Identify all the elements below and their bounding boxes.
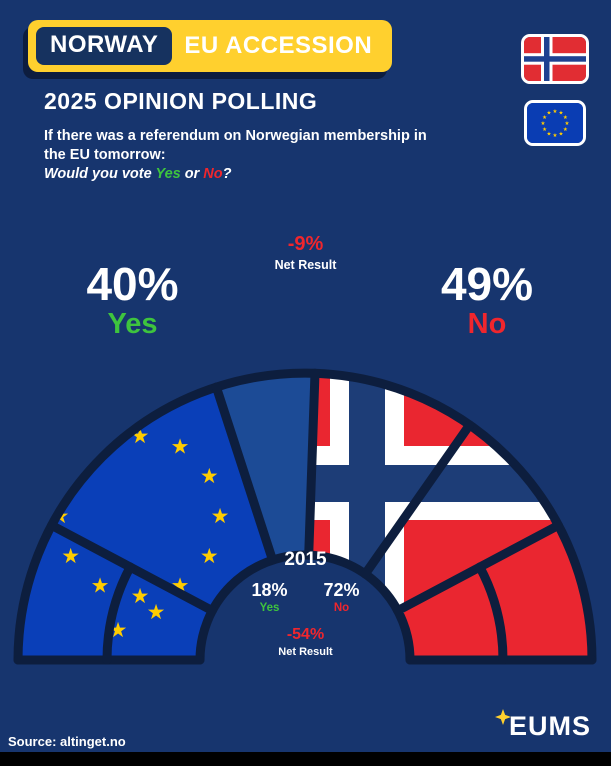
svg-text:★: ★ <box>553 109 558 115</box>
svg-text:★: ★ <box>541 121 546 127</box>
source-credit: Source: altinget.no <box>8 734 126 749</box>
norway-flag-icon <box>521 34 589 84</box>
question-prefix: Would you vote <box>44 166 156 182</box>
page-title: 2025 OPINION POLLING <box>44 88 318 114</box>
question-or: or <box>180 166 204 182</box>
no-2015-block: 72% No <box>321 580 363 614</box>
yes-2015-block: 18% Yes <box>249 580 291 614</box>
no-2015-percentage: 72% <box>323 580 360 600</box>
svg-text:★: ★ <box>565 121 570 127</box>
yes-2015-percentage: 18% <box>251 580 288 600</box>
yes-2025-block: 40% Yes <box>40 260 225 341</box>
bottom-black-bar <box>0 752 611 766</box>
svg-text:★: ★ <box>211 504 230 528</box>
question-line-2: the EU tomorrow: <box>44 147 166 163</box>
donut-outlines <box>13 368 597 665</box>
net-result-2025: -9% Net Result <box>0 233 611 272</box>
eu-flag-icon: ★ ★ ★ ★ ★ ★ ★ ★ ★ ★ ★ ★ <box>524 100 586 146</box>
svg-text:★: ★ <box>171 435 190 459</box>
yes-2025-percentage: 40% <box>86 258 179 310</box>
yes-2015-label: Yes <box>259 602 280 614</box>
svg-text:★: ★ <box>559 131 564 137</box>
svg-text:★: ★ <box>200 464 219 488</box>
svg-text:★: ★ <box>547 131 552 137</box>
corner-flags: ★ ★ ★ ★ ★ ★ ★ ★ ★ ★ ★ ★ <box>521 34 589 146</box>
question-no: No <box>203 166 223 182</box>
question-suffix: ? <box>222 166 232 182</box>
title-badge: NORWAY EU ACCESSION <box>28 20 393 72</box>
sparkle-icon <box>494 709 511 730</box>
net-result-2015-value: -54% <box>286 626 325 643</box>
svg-text:★: ★ <box>553 133 558 139</box>
badge-accession-label: EU ACCESSION <box>184 32 373 59</box>
yes-2025-label: Yes <box>107 308 158 341</box>
badge-norway-label: NORWAY <box>36 27 173 65</box>
eums-logo-text: EUMS <box>508 711 591 741</box>
svg-text:★: ★ <box>147 600 166 624</box>
svg-text:★: ★ <box>542 115 547 121</box>
net-result-2025-label: Net Result <box>274 258 337 272</box>
svg-text:★: ★ <box>91 573 110 597</box>
question-yes: Yes <box>155 166 181 182</box>
svg-text:★: ★ <box>559 111 564 117</box>
eums-logo: EUMS <box>494 709 591 741</box>
svg-text:★: ★ <box>542 127 547 133</box>
svg-text:★: ★ <box>563 115 568 121</box>
no-2015-label: No <box>333 602 350 614</box>
poll-question: If there was a referendum on Norwegian m… <box>44 127 427 184</box>
svg-text:★: ★ <box>547 111 552 117</box>
year-2015-label: 2015 <box>284 549 327 570</box>
no-2025-block: 49% No <box>392 260 582 341</box>
no-2025-percentage: 49% <box>440 258 534 310</box>
svg-text:★: ★ <box>563 127 568 133</box>
net-result-2025-value: -9% <box>287 233 324 255</box>
question-line-1: If there was a referendum on Norwegian m… <box>44 128 427 144</box>
no-2025-label: No <box>467 308 507 341</box>
question-line-3: Would you vote Yes or No? <box>44 165 427 184</box>
svg-text:★: ★ <box>131 584 150 608</box>
net-result-2015-label: Net Result <box>278 646 333 658</box>
donut-undecided-segment <box>216 373 315 561</box>
svg-text:★: ★ <box>61 544 80 568</box>
svg-text:★: ★ <box>200 544 219 568</box>
poll-2015-row: 18% Yes 72% No <box>0 580 611 614</box>
